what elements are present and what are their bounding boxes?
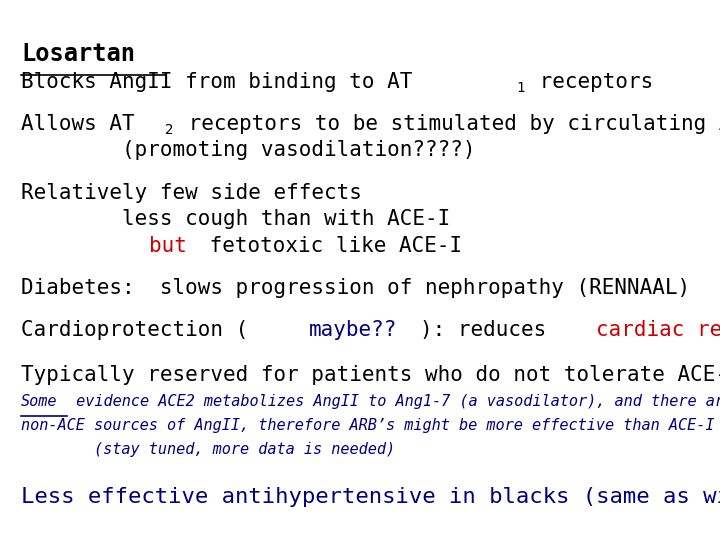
Text: receptors: receptors [527, 71, 653, 92]
Text: fetotoxic like ACE-I: fetotoxic like ACE-I [197, 235, 462, 255]
Text: (promoting vasodilation????): (promoting vasodilation????) [22, 140, 476, 160]
Text: ): reduces: ): reduces [420, 320, 559, 340]
Text: maybe??: maybe?? [309, 320, 397, 340]
Text: non-ACE sources of AngII, therefore ARB’s might be more effective than ACE-I: non-ACE sources of AngII, therefore ARB’… [22, 418, 715, 433]
Text: cardiac remodeling: cardiac remodeling [596, 320, 720, 340]
Text: Diabetes:  slows progression of nephropathy (RENNAAL): Diabetes: slows progression of nephropat… [22, 278, 690, 298]
Text: Losartan: Losartan [22, 43, 135, 66]
Text: less cough than with ACE-I: less cough than with ACE-I [22, 209, 451, 229]
Text: but: but [149, 235, 187, 255]
Text: 2: 2 [165, 124, 174, 137]
Text: Blocks AngII from binding to AT: Blocks AngII from binding to AT [22, 71, 413, 92]
Text: receptors to be stimulated by circulating AngII: receptors to be stimulated by circulatin… [176, 114, 720, 134]
Text: Cardioprotection (: Cardioprotection ( [22, 320, 248, 340]
Text: Less effective antihypertensive in blacks (same as with ACE-I): Less effective antihypertensive in black… [22, 487, 720, 507]
Text: evidence ACE2 metabolizes AngII to Ang1-7 (a vasodilator), and there are: evidence ACE2 metabolizes AngII to Ang1-… [68, 394, 720, 409]
Text: Relatively few side effects: Relatively few side effects [22, 183, 362, 202]
Text: Some: Some [22, 394, 58, 409]
Text: Allows AT: Allows AT [22, 114, 135, 134]
Text: (stay tuned, more data is needed): (stay tuned, more data is needed) [22, 442, 395, 457]
Text: 1: 1 [516, 81, 525, 95]
Text: Typically reserved for patients who do not tolerate ACE-I: Typically reserved for patients who do n… [22, 365, 720, 385]
